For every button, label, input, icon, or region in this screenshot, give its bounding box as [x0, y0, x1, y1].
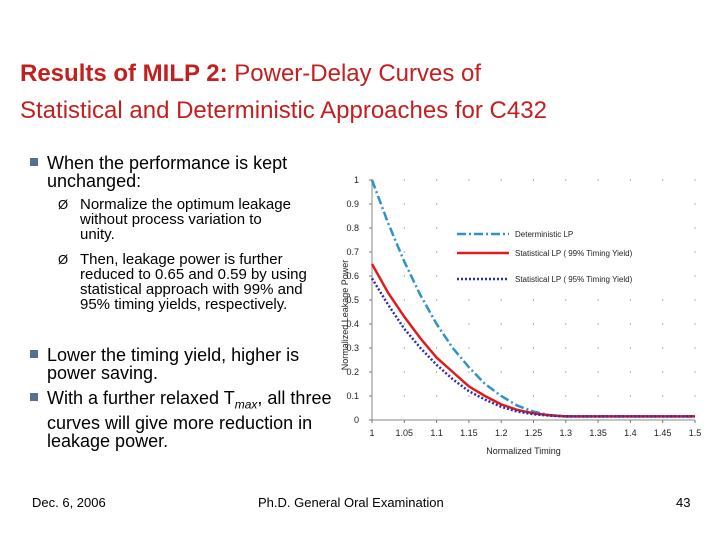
bullet-3-prefix: With a further relaxed T: [47, 388, 235, 408]
bullet-2-text: Lower the timing yield, higher is power …: [47, 345, 300, 383]
x-tick-label: 1.25: [525, 428, 543, 438]
bullet-marker: [30, 393, 38, 401]
legend-label-3: Statistical LP ( 95% Timing Yield): [515, 275, 633, 284]
footer-presentation: Ph.D. General Oral Examination: [258, 495, 444, 510]
series-line-3: [370, 277, 695, 418]
power-delay-chart: 0 0.1 0.2 0.3 0.4 0.5 0.6 0.7 0.8 0.9 1 1 1.05 1.1 1.1…: [340, 175, 702, 456]
x-tick-label: 1.5: [689, 428, 702, 438]
arrow-bullet-icon: Ø: [58, 252, 69, 267]
y-tick-label: 0.7: [346, 247, 359, 257]
slide-title-rest: Power-Delay Curves of: [234, 60, 482, 87]
slide-title-bold: Results of MILP 2:: [20, 60, 228, 87]
y-axis-label: Normalized Leakage Power: [340, 260, 350, 371]
legend-label-2: Statistical LP ( 99% Timing Yield): [515, 249, 633, 258]
x-tick-label: 1: [369, 428, 374, 438]
y-tick-label: 0.5: [346, 295, 359, 305]
bullet-3-suffix: , all three curves will give more reduct…: [47, 388, 332, 451]
series-line-1: [370, 179, 695, 418]
x-axis-label: Normalized Timing: [486, 446, 561, 456]
bullet-marker: [30, 158, 38, 166]
footer-date: Dec. 6, 2006: [32, 495, 106, 510]
y-tick-label: 0.4: [346, 319, 359, 329]
bullet-3-text: With a further relaxed Tmax, all three c…: [47, 389, 347, 450]
x-tick-label: 1.15: [460, 428, 478, 438]
x-tick-label: 1.35: [589, 428, 607, 438]
y-tick-label: 0: [354, 415, 359, 425]
y-tick-label: 0.3: [346, 343, 359, 353]
legend-label-1: Deterministic LP: [515, 230, 573, 239]
x-tick-label: 1.05: [396, 428, 414, 438]
y-tick-label: 0.2: [346, 367, 359, 377]
y-tick-label: 0.1: [346, 391, 359, 401]
y-tick-label: 0.8: [346, 223, 359, 233]
x-tick-label: 1.3: [560, 428, 573, 438]
x-tick-label: 1.45: [654, 428, 672, 438]
x-tick-label: 1.1: [430, 428, 443, 438]
bullet-1-text: When the performance is kept unchanged:: [47, 153, 288, 191]
page-number: 43: [676, 495, 691, 510]
x-tick-label: 1.4: [624, 428, 637, 438]
arrow-bullet-icon: Ø: [58, 197, 69, 212]
y-tick-label: 0.9: [346, 199, 359, 209]
y-tick-label: 1: [354, 175, 359, 185]
sub-bullet-1-text: Normalize the optimum leakage without pr…: [80, 196, 291, 243]
bullet-3-subscript: max: [234, 397, 258, 412]
slide-title-line1: Results of MILP 2: Power-Delay Curves of: [20, 60, 481, 88]
x-tick-label: 1.2: [495, 428, 508, 438]
bullet-marker: [30, 350, 38, 358]
sub-bullet-2-text: Then, leakage power is further reduced t…: [80, 251, 307, 313]
legend-box: [454, 188, 689, 291]
y-tick-label: 0.6: [346, 271, 359, 281]
slide-title-line2: Statistical and Deterministic Approaches…: [20, 97, 547, 124]
